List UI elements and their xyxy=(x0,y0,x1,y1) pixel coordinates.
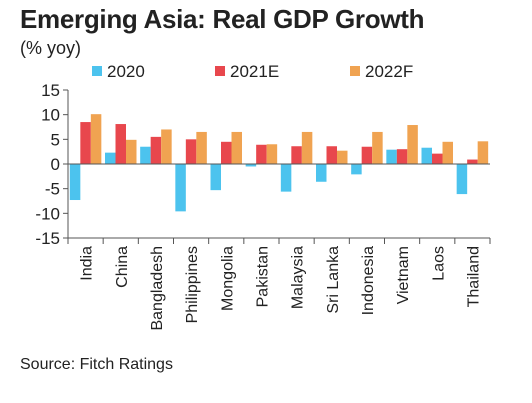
bar-philippines-2020 xyxy=(175,164,186,212)
category-label-pakistan: Pakistan xyxy=(254,246,271,307)
bar-sri-lanka-2022f xyxy=(337,150,348,164)
bar-pakistan-2020 xyxy=(245,164,257,167)
bar-india-2020 xyxy=(69,164,81,201)
legend-swatch-2020 xyxy=(92,66,102,76)
chart-subtitle: (% yoy) xyxy=(20,38,82,58)
bar-mongolia-2021e xyxy=(221,141,232,164)
bar-china-2020 xyxy=(105,152,116,164)
bar-sri-lanka-2020 xyxy=(316,164,327,182)
bar-pakistan-2022f xyxy=(266,144,278,164)
bar-laos-2022f xyxy=(442,141,453,164)
legend-swatch-2022f xyxy=(350,66,360,76)
category-label-philippines: Philippines xyxy=(184,246,201,323)
bars xyxy=(69,114,489,212)
bar-bangladesh-2021e xyxy=(150,136,162,164)
bar-china-2022f xyxy=(126,139,137,164)
y-tick-label: -5 xyxy=(45,180,60,199)
category-label-thailand: Thailand xyxy=(465,246,482,307)
bar-vietnam-2022f xyxy=(407,125,418,164)
bar-india-2022f xyxy=(90,114,102,164)
bar-mongolia-2022f xyxy=(231,131,242,164)
category-label-vietnam: Vietnam xyxy=(395,246,412,304)
bar-india-2021e xyxy=(80,122,91,164)
bar-pakistan-2021e xyxy=(256,144,267,164)
category-label-mongolia: Mongolia xyxy=(219,246,236,311)
y-tick-label: 10 xyxy=(41,106,60,125)
source-note: Source: Fitch Ratings xyxy=(20,356,173,373)
bar-indonesia-2022f xyxy=(372,131,383,164)
bar-indonesia-2021e xyxy=(361,146,373,164)
bar-malaysia-2022f xyxy=(301,131,313,164)
bar-laos-2020 xyxy=(421,147,432,164)
bar-indonesia-2020 xyxy=(351,164,362,175)
bar-laos-2021e xyxy=(432,153,443,164)
category-label-china: China xyxy=(114,246,131,288)
bar-china-2021e xyxy=(115,124,126,164)
legend: 2020 2021E 2022F xyxy=(92,62,413,81)
category-label-indonesia: Indonesia xyxy=(360,246,377,315)
bar-thailand-2021e xyxy=(467,159,478,164)
bar-malaysia-2020 xyxy=(280,164,292,192)
bar-philippines-2021e xyxy=(185,139,197,164)
category-label-laos: Laos xyxy=(430,246,447,281)
bar-mongolia-2020 xyxy=(210,164,221,191)
category-label-bangladesh: Bangladesh xyxy=(149,246,166,331)
axes: 15 10 5 0 -5 -10 -15 India China Bangladesh Philip… xyxy=(35,81,491,331)
y-tick-label: 0 xyxy=(51,155,60,174)
y-tick-label: -15 xyxy=(35,229,60,248)
category-label-sri-lanka: Sri Lanka xyxy=(325,246,342,314)
legend-label-2021e: 2021E xyxy=(230,62,279,81)
bar-thailand-2020 xyxy=(456,164,468,195)
bar-sri-lanka-2021e xyxy=(326,146,337,164)
y-tick-label: 15 xyxy=(41,81,60,100)
category-label-malaysia: Malaysia xyxy=(290,246,307,309)
legend-swatch-2021e xyxy=(215,66,225,76)
legend-label-2020: 2020 xyxy=(107,62,145,81)
bar-malaysia-2021e xyxy=(291,146,302,164)
legend-label-2022f: 2022F xyxy=(365,62,413,81)
bar-bangladesh-2022f xyxy=(161,129,172,164)
bar-philippines-2022f xyxy=(196,131,207,164)
y-tick-label: -10 xyxy=(35,204,60,223)
category-label-india: India xyxy=(79,246,96,281)
bar-thailand-2022f xyxy=(477,141,489,164)
y-tick-label: 5 xyxy=(51,130,60,149)
chart-title: Emerging Asia: Real GDP Growth xyxy=(20,4,425,34)
bar-vietnam-2021e xyxy=(396,149,408,164)
bar-vietnam-2020 xyxy=(386,149,397,164)
bar-bangladesh-2020 xyxy=(140,146,151,164)
